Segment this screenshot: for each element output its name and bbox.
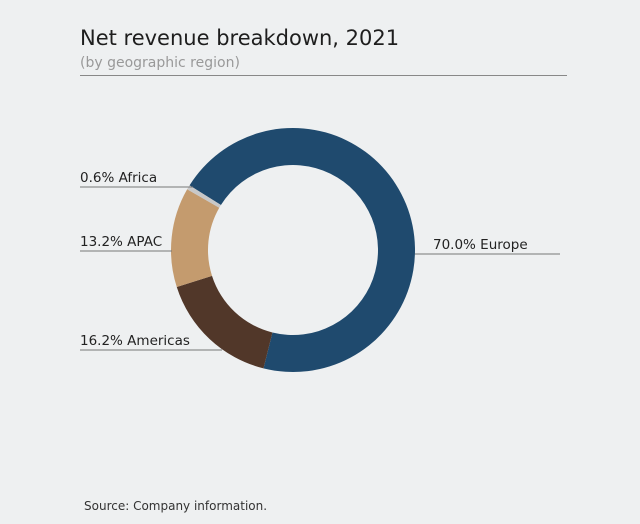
chart-title: Net revenue breakdown, 2021 [80,26,400,50]
data-label-europe: 70.0% Europe [433,237,528,253]
slice-africa [187,185,221,208]
data-label-africa: 0.6% Africa [80,170,157,186]
slice-europe [189,127,415,372]
title-divider [80,75,567,76]
slice-americas [176,275,273,369]
slice-apac [170,189,220,288]
data-label-apac: 13.2% APAC [80,234,162,250]
source-note: Source: Company information. [84,499,268,513]
data-label-americas: 16.2% Americas [80,333,190,349]
chart-subtitle: (by geographic region) [80,55,240,71]
